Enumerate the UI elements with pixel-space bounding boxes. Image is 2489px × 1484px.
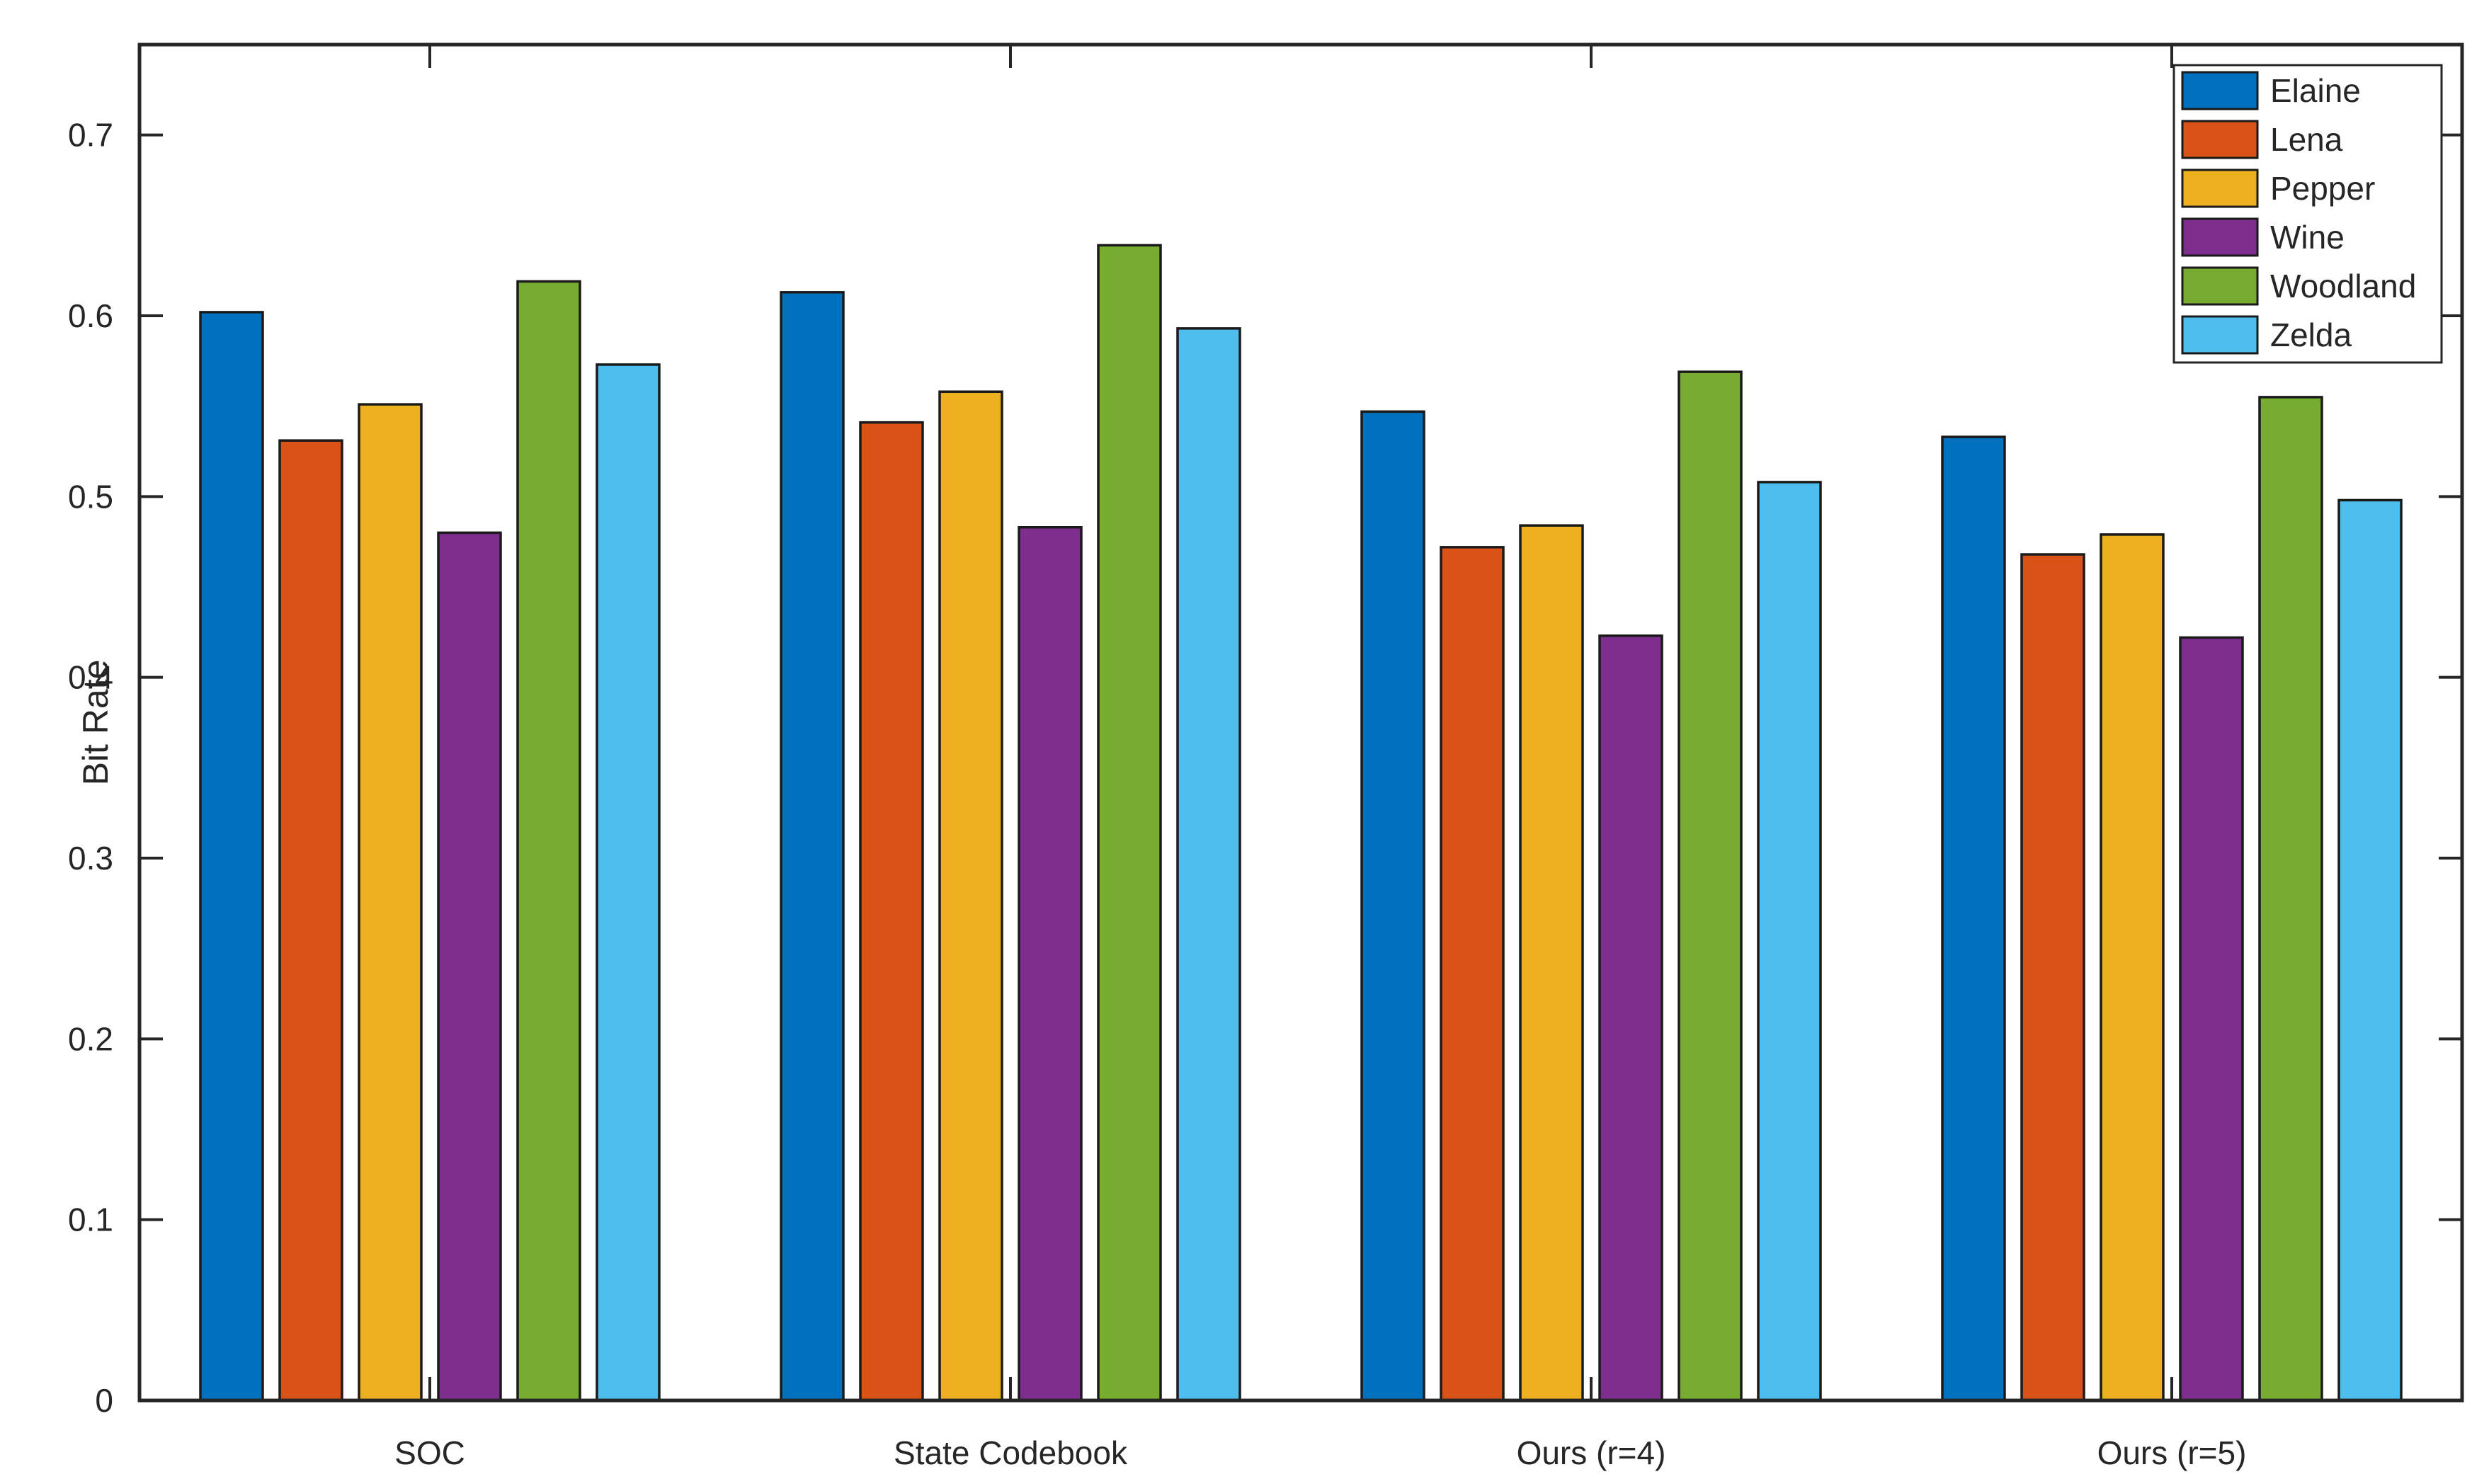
plot-box — [137, 42, 2464, 1403]
legend-swatch-lena[interactable] — [2181, 120, 2259, 159]
bar-pepper-group4[interactable] — [2100, 533, 2165, 1402]
bar-zelda-group2[interactable] — [1176, 327, 1241, 1402]
bar-zelda-group4[interactable] — [2337, 498, 2403, 1402]
bar-pepper-group2[interactable] — [938, 390, 1003, 1402]
bar-wine-group2[interactable] — [1018, 525, 1083, 1402]
y-tick-label: 0.1 — [68, 1202, 113, 1238]
bar-woodland-group1[interactable] — [516, 280, 581, 1402]
bar-wine-group4[interactable] — [2179, 636, 2244, 1402]
bar-elaine-group1[interactable] — [199, 311, 264, 1402]
bar-lena-group2[interactable] — [859, 421, 924, 1402]
bar-wine-group1[interactable] — [437, 531, 502, 1402]
legend-label-lena: Lena — [2270, 121, 2343, 158]
legend-swatch-wine[interactable] — [2181, 217, 2259, 257]
bar-elaine-group2[interactable] — [780, 291, 845, 1402]
legend-label-wine: Wine — [2270, 219, 2345, 256]
bar-zelda-group3[interactable] — [1757, 481, 1822, 1402]
legend-label-zelda: Zelda — [2270, 316, 2352, 353]
legend-swatch-zelda[interactable] — [2181, 315, 2259, 355]
y-tick-label: 0 — [95, 1382, 113, 1419]
bar-elaine-group3[interactable] — [1360, 410, 1425, 1402]
bar-lena-group1[interactable] — [278, 439, 343, 1402]
y-tick-label: 0.5 — [68, 478, 113, 515]
x-category-label: SOC — [394, 1434, 465, 1471]
y-tick-label: 0.3 — [68, 840, 113, 877]
legend-label-elaine: Elaine — [2270, 72, 2361, 109]
bar-lena-group4[interactable] — [2020, 553, 2085, 1402]
bar-woodland-group2[interactable] — [1097, 244, 1162, 1402]
x-category-label: State Codebook — [894, 1434, 1128, 1471]
x-category-label: Ours (r=5) — [2097, 1434, 2247, 1471]
y-tick-label: 0.4 — [68, 659, 113, 696]
bar-zelda-group1[interactable] — [596, 363, 661, 1402]
bar-lena-group3[interactable] — [1440, 546, 1505, 1402]
legend-label-woodland: Woodland — [2270, 268, 2416, 304]
y-tick-label: 0.7 — [68, 117, 113, 154]
bar-elaine-group4[interactable] — [1941, 435, 2006, 1402]
legend-box — [2172, 64, 2443, 364]
legend-swatch-pepper[interactable] — [2181, 169, 2259, 208]
bar-woodland-group3[interactable] — [1678, 370, 1743, 1402]
y-tick-label: 0.6 — [68, 297, 113, 334]
bar-wine-group3[interactable] — [1598, 634, 1663, 1402]
legend-swatch-woodland[interactable] — [2181, 266, 2259, 306]
x-category-label: Ours (r=4) — [1517, 1434, 1666, 1471]
bar-pepper-group1[interactable] — [358, 403, 423, 1402]
bar-pepper-group3[interactable] — [1519, 524, 1584, 1402]
bar-woodland-group4[interactable] — [2258, 396, 2323, 1402]
legend-swatch-elaine[interactable] — [2181, 71, 2259, 110]
y-tick-label: 0.2 — [68, 1020, 113, 1057]
legend-label-pepper: Pepper — [2270, 170, 2375, 207]
y-axis-label: Bit Rate — [76, 660, 115, 786]
